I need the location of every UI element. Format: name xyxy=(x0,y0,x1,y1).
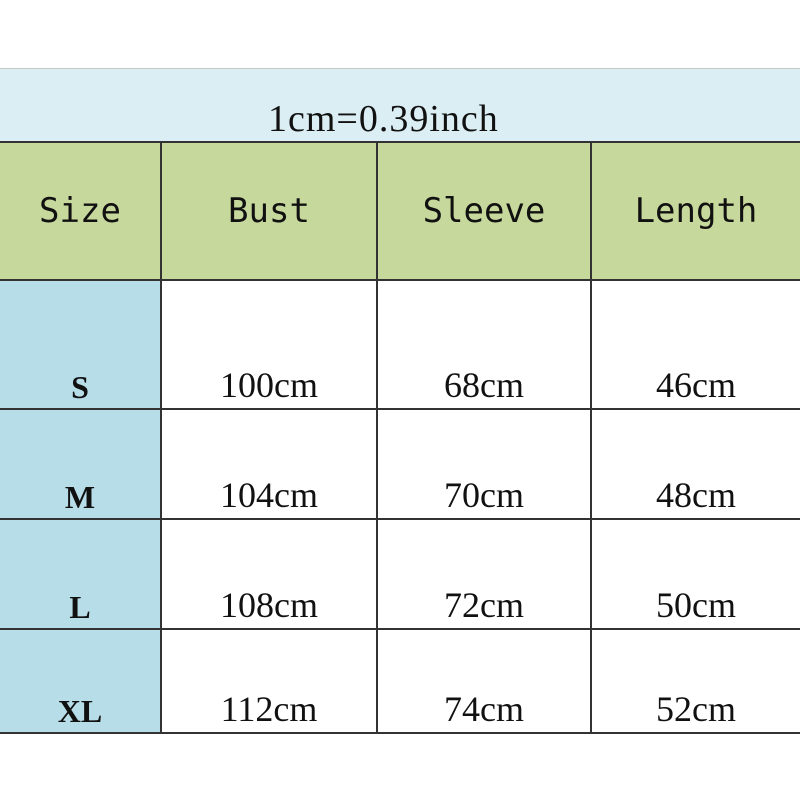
length-cell: 46cm xyxy=(590,279,800,410)
table-row: M 104cm 70cm 48cm xyxy=(0,408,800,520)
header-row: Size Bust Sleeve Length xyxy=(0,141,800,281)
length-cell: 52cm xyxy=(590,628,800,734)
header-bust: Bust xyxy=(160,141,378,281)
bust-cell: 104cm xyxy=(160,408,378,520)
sleeve-cell: 74cm xyxy=(376,628,592,734)
size-cell: M xyxy=(0,408,162,520)
table-row: S 100cm 68cm 46cm xyxy=(0,279,800,410)
unit-conversion-banner: 1cm=0.39inch xyxy=(0,68,800,141)
length-cell: 50cm xyxy=(590,518,800,630)
size-chart-table: Size Bust Sleeve Length S 100cm 68cm 46c… xyxy=(0,141,800,734)
sleeve-cell: 70cm xyxy=(376,408,592,520)
unit-conversion-text: 1cm=0.39inch xyxy=(268,98,499,140)
header-size: Size xyxy=(0,141,162,281)
bust-cell: 100cm xyxy=(160,279,378,410)
header-length: Length xyxy=(590,141,800,281)
table-row: XL 112cm 74cm 52cm xyxy=(0,628,800,734)
bust-cell: 112cm xyxy=(160,628,378,734)
bust-cell: 108cm xyxy=(160,518,378,630)
table-row: L 108cm 72cm 50cm xyxy=(0,518,800,630)
sleeve-cell: 68cm xyxy=(376,279,592,410)
length-cell: 48cm xyxy=(590,408,800,520)
size-cell: S xyxy=(0,279,162,410)
header-sleeve: Sleeve xyxy=(376,141,592,281)
sleeve-cell: 72cm xyxy=(376,518,592,630)
size-cell: XL xyxy=(0,628,162,734)
size-cell: L xyxy=(0,518,162,630)
